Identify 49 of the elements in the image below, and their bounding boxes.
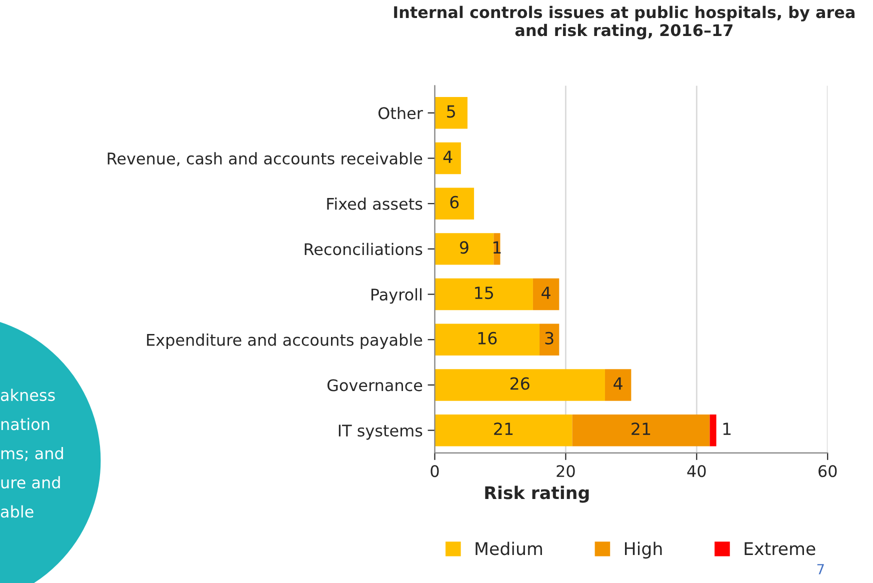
y-tick-label: Reconciliations (304, 242, 422, 256)
data-label: 15 (475, 286, 494, 300)
text: able (0, 505, 34, 518)
y-tick-label: Other (378, 106, 423, 120)
text: akness (0, 388, 55, 402)
bar (434, 188, 474, 220)
bar (434, 414, 572, 446)
x-axis-title: Risk rating (485, 486, 589, 503)
x-tick-label: 20 (556, 465, 575, 478)
legend-label: Medium (476, 542, 542, 556)
data-label: 1 (723, 422, 731, 435)
chart-title: Internal controls issues at public hospitals, by area and risk rating, 2016–17 (394, 6, 854, 40)
y-tick-label: Revenue, cash and accounts receivable (108, 152, 422, 166)
bar (710, 414, 716, 446)
data-label: 9 (460, 241, 468, 254)
data-label: 5 (447, 105, 455, 118)
bar (540, 324, 560, 356)
bar (604, 369, 632, 401)
text: ure and (1, 476, 60, 489)
data-label: 21 (494, 422, 513, 435)
data-label: 26 (510, 377, 530, 390)
bar (434, 142, 461, 174)
data-label: 21 (632, 422, 650, 435)
bar (434, 278, 533, 310)
y-tick-label: Governance (327, 379, 422, 392)
data-label: 3 (545, 332, 554, 344)
y-tick-label: IT systems (338, 424, 422, 440)
y-tick-label: Expenditure and accounts payable (147, 334, 422, 350)
data-label: 16 (478, 332, 497, 344)
legend-label: Extreme (744, 542, 816, 556)
bar (434, 369, 605, 401)
y-tick-label: Fixed assets (327, 198, 422, 210)
data-label: 4 (542, 286, 550, 299)
data-label: 6 (450, 196, 459, 208)
bar (532, 278, 560, 310)
data-label: 4 (614, 377, 622, 390)
bar (572, 414, 710, 446)
x-tick-label: 0 (430, 465, 439, 478)
text: 7 (817, 564, 824, 574)
text: ms; and (1, 447, 63, 462)
text: nation (1, 418, 50, 430)
bar (434, 233, 494, 265)
bar (434, 97, 468, 129)
bar (434, 324, 540, 356)
x-tick-label: 40 (687, 465, 706, 478)
y-tick-label: Payroll (372, 288, 422, 304)
data-label: 4 (443, 150, 452, 163)
legend-label: High (624, 542, 662, 559)
x-tick-label: 60 (818, 465, 837, 478)
